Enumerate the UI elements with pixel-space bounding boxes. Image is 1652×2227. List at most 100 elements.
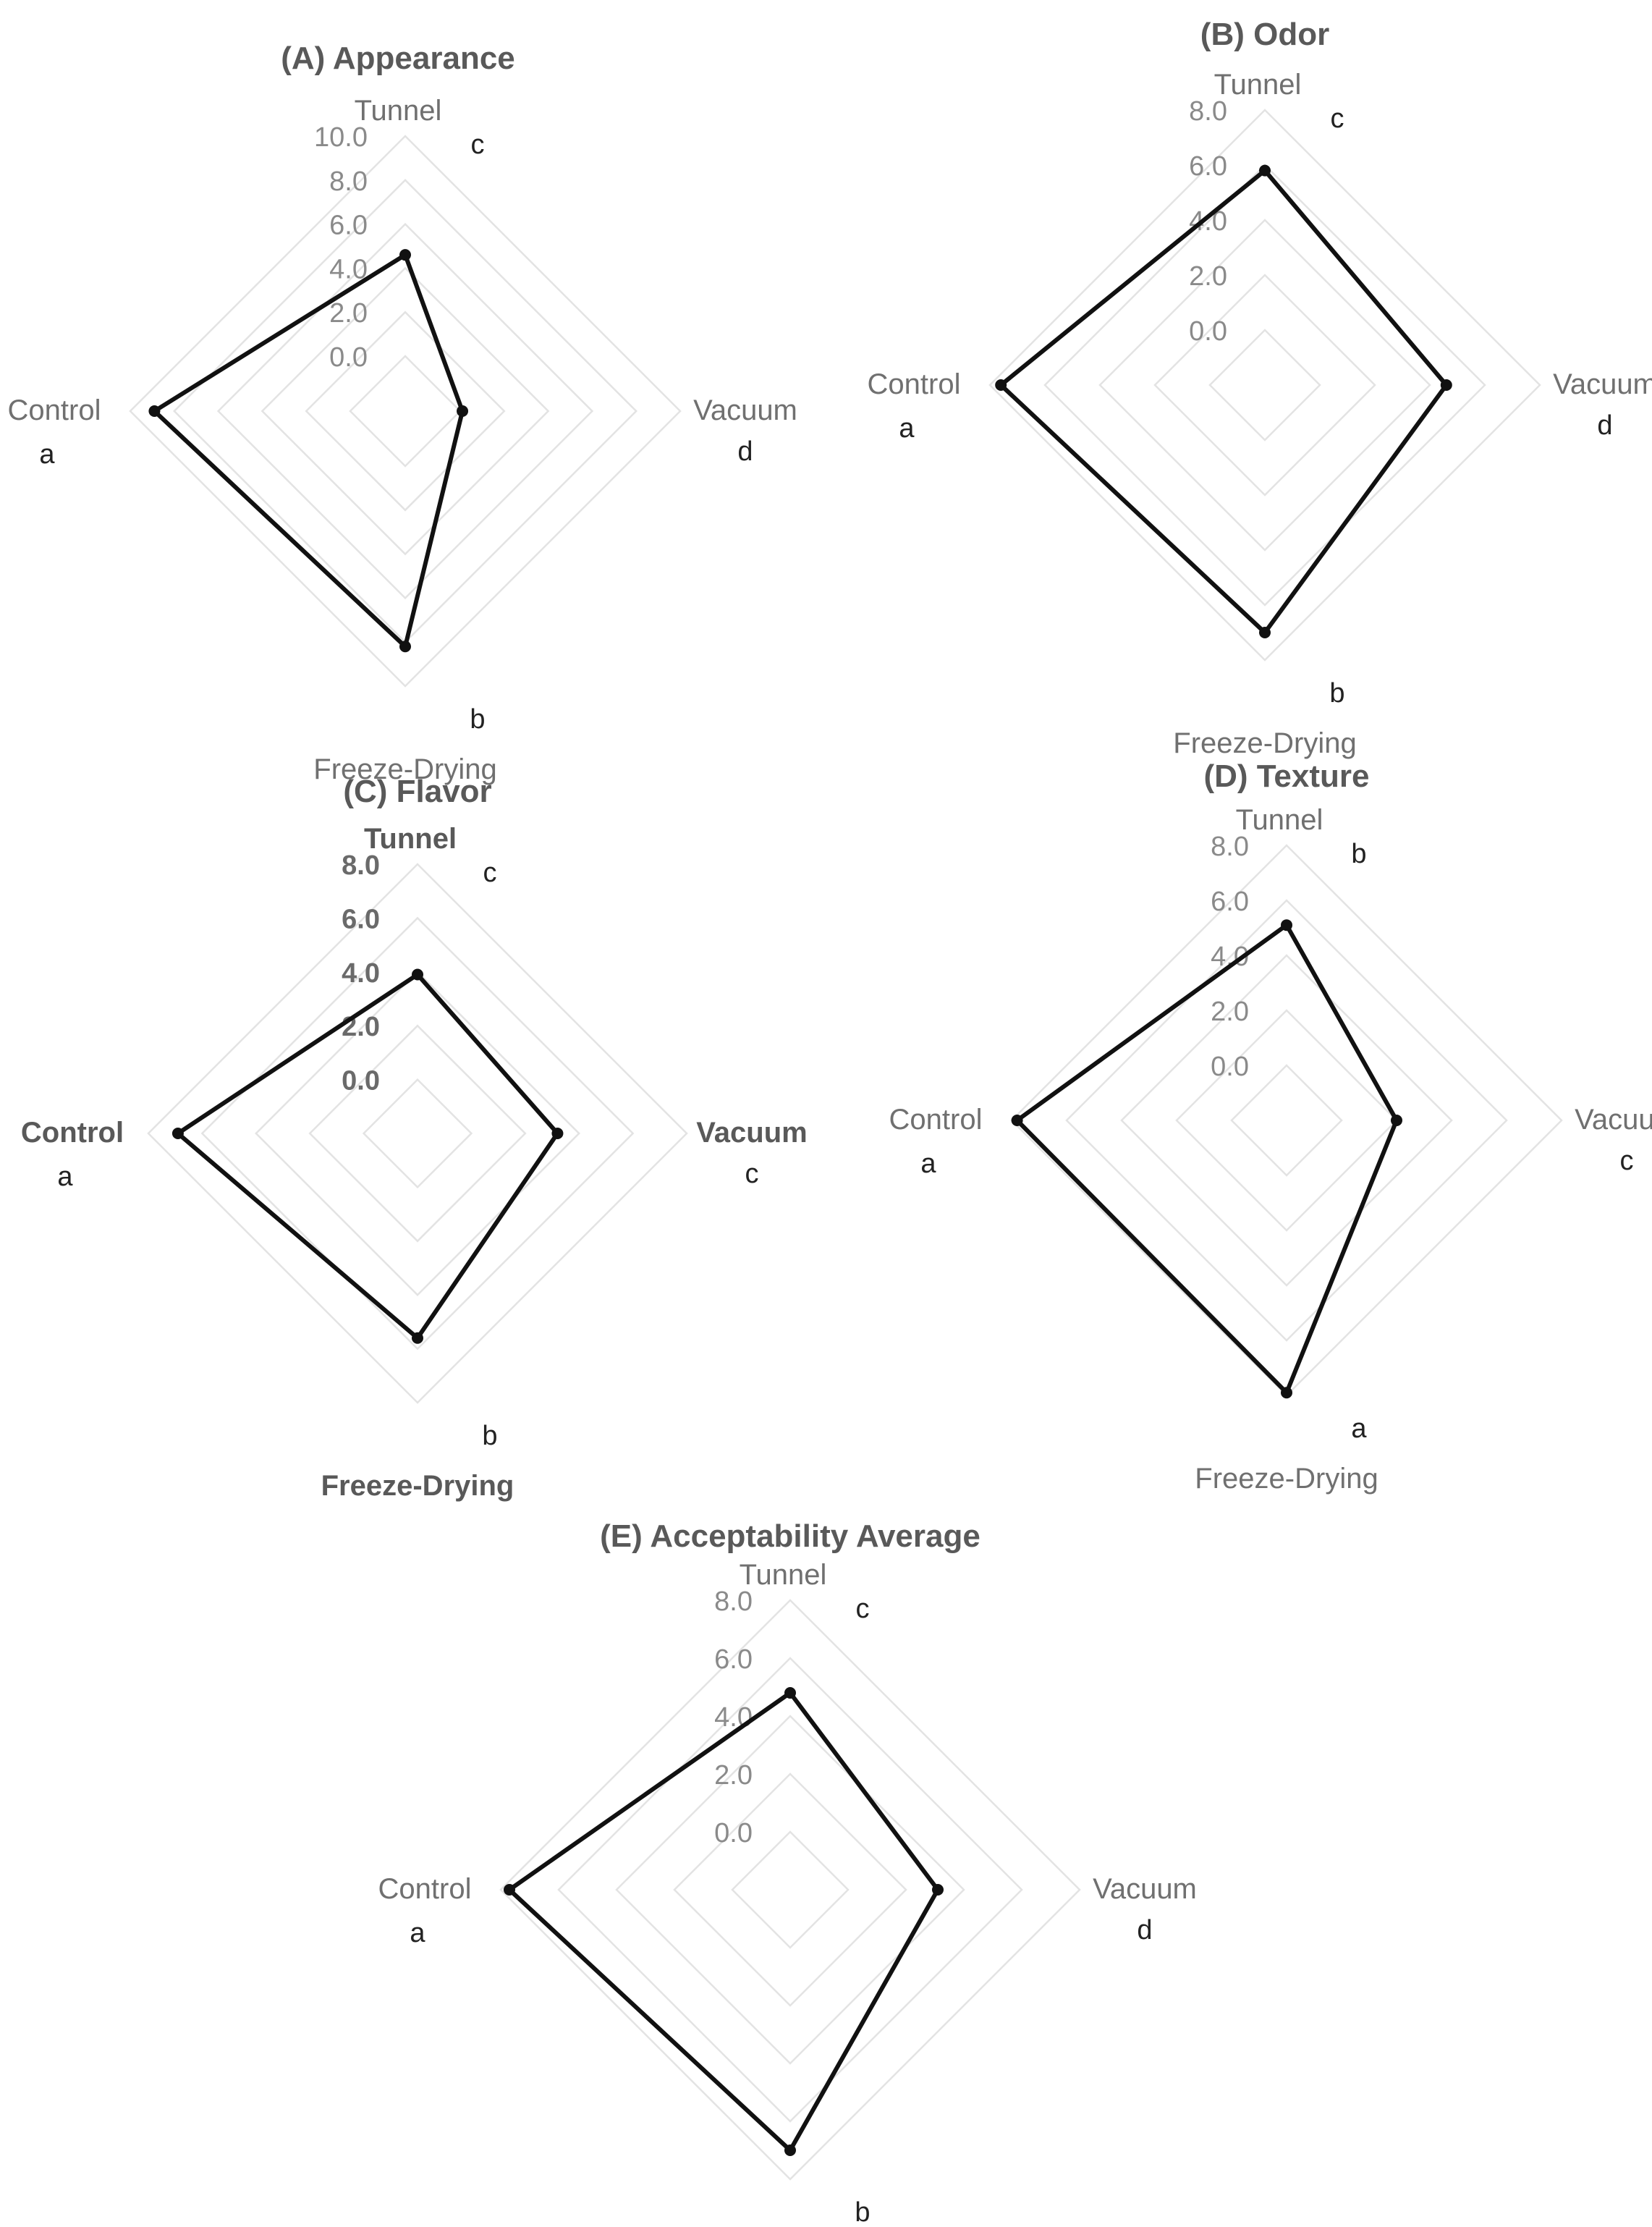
chart-title: (A) Appearance — [281, 41, 515, 76]
grid-ring — [499, 1599, 1081, 2181]
grid-ring — [673, 1772, 907, 2007]
axis-label-tunnel: Tunnel — [740, 1559, 827, 1591]
axis-label-freeze-drying: Freeze-Drying — [1173, 727, 1356, 759]
tick-label: 8.0 — [342, 850, 380, 881]
axis-label-control: Control — [8, 394, 101, 426]
axis-label-control: Control — [21, 1117, 124, 1149]
axis-label-vacuum: Vacuum — [1093, 1873, 1197, 1905]
sig-letter-control: a — [57, 1162, 73, 1192]
axis-label-tunnel: Tunnel — [355, 95, 442, 127]
data-point-vacuum — [551, 1128, 564, 1139]
data-point-vacuum — [1391, 1115, 1402, 1126]
data-point-control — [504, 1884, 515, 1896]
axis-label-vacuum: Vacuum — [1575, 1104, 1652, 1136]
tick-label: 6.0 — [714, 1644, 753, 1675]
sig-letter-control: a — [410, 1918, 425, 1948]
grid-ring — [1230, 1064, 1343, 1177]
sig-letter-tunnel: c — [856, 1594, 870, 1624]
axis-label-control: Control — [378, 1873, 472, 1905]
sig-letter-freeze-drying: b — [482, 1421, 497, 1451]
chart-title: (B) Odor — [1200, 17, 1329, 52]
grid-ring — [362, 1078, 473, 1189]
tick-label: 0.0 — [714, 1818, 753, 1848]
sig-letter-tunnel: c — [471, 130, 485, 160]
grid-ring — [615, 1715, 965, 2065]
data-point-freeze-drying — [1281, 1387, 1292, 1399]
sig-letter-freeze-drying: b — [470, 704, 485, 735]
grid-ring — [1153, 274, 1376, 496]
sig-letter-tunnel: c — [1331, 103, 1344, 134]
axis-label-vacuum: Vacuum — [696, 1117, 807, 1149]
sig-letter-freeze-drying: b — [855, 2197, 870, 2227]
data-point-tunnel — [784, 1687, 796, 1699]
tick-label: 2.0 — [342, 1012, 380, 1042]
tick-label: 8.0 — [714, 1586, 753, 1617]
tick-label: 6.0 — [1189, 151, 1227, 182]
tick-label: 8.0 — [329, 166, 368, 197]
axis-label-freeze-drying: Freeze-Drying — [313, 753, 496, 785]
chart-title: (C) Flavor — [343, 774, 491, 809]
sig-letter-tunnel: c — [483, 858, 497, 888]
axis-label-tunnel: Tunnel — [364, 823, 457, 855]
data-point-control — [995, 379, 1007, 391]
data-point-tunnel — [399, 249, 411, 261]
tick-label: 0.0 — [1211, 1052, 1249, 1082]
sig-letter-vacuum: d — [1137, 1915, 1152, 1945]
tick-label: 6.0 — [342, 904, 380, 934]
axis-label-vacuum: Vacuum — [693, 394, 797, 426]
tick-label: 6.0 — [329, 211, 368, 241]
grid-ring — [988, 109, 1541, 662]
sig-letter-vacuum: d — [737, 436, 753, 467]
tick-label: 2.0 — [714, 1760, 753, 1791]
tick-label: 4.0 — [1189, 206, 1227, 237]
data-point-control — [1011, 1115, 1023, 1126]
tick-label: 2.0 — [1189, 261, 1227, 292]
tick-label: 8.0 — [1189, 96, 1227, 127]
radar-chart-5: (E) Acceptability Average 0.0 2.0 4.0 6.0 8.0… — [378, 1518, 1197, 2227]
grid-ring — [255, 971, 580, 1296]
sig-letter-control: a — [899, 413, 915, 444]
grid-ring — [147, 863, 688, 1404]
tick-label: 6.0 — [1211, 887, 1249, 917]
radar-chart-1: (A) Appearance 0.0 2.0 4.0 6.0 8.0 10.0Tunnelc… — [8, 41, 797, 785]
tick-label: 4.0 — [714, 1702, 753, 1733]
grid-ring — [200, 916, 635, 1351]
data-point-freeze-drying — [399, 641, 411, 653]
grid-ring — [731, 1830, 850, 1949]
grid-ring — [557, 1657, 1023, 2123]
grid-ring — [349, 355, 462, 468]
data-point-freeze-drying — [412, 1332, 423, 1344]
data-point-freeze-drying — [784, 2144, 796, 2156]
chart-title: (D) Texture — [1204, 758, 1370, 794]
data-point-control — [171, 1128, 184, 1139]
axis-label-tunnel: Tunnel — [1214, 69, 1302, 101]
tick-label: 4.0 — [329, 254, 368, 284]
grid-ring — [1043, 164, 1486, 607]
sig-letter-tunnel: b — [1351, 839, 1366, 869]
sig-letter-freeze-drying: b — [1329, 678, 1344, 709]
grid-ring — [308, 1024, 527, 1243]
sig-letter-vacuum: c — [1620, 1146, 1634, 1176]
tick-label: 0.0 — [329, 342, 368, 373]
tick-label: 10.0 — [314, 122, 368, 153]
radar-chart-4: (D) Texture0.02.04.06.08.0TunnelbVacuumc… — [889, 758, 1652, 1495]
axis-label-tunnel: Tunnel — [1236, 804, 1323, 836]
data-series-line — [1015, 923, 1399, 1395]
grid-ring — [1065, 899, 1508, 1342]
tick-label: 2.0 — [1211, 997, 1249, 1027]
axis-label-vacuum: Vacuum — [1553, 368, 1652, 400]
data-point-tunnel — [412, 968, 423, 981]
tick-label: 4.0 — [342, 958, 380, 989]
data-point-vacuum — [932, 1884, 944, 1896]
tick-label: 0.0 — [342, 1066, 380, 1096]
tick-label: 0.0 — [1189, 316, 1227, 347]
sig-letter-vacuum: d — [1597, 410, 1612, 441]
axis-label-control: Control — [868, 368, 961, 400]
data-point-tunnel — [1281, 919, 1292, 931]
grid-ring — [216, 222, 594, 600]
tick-label: 8.0 — [1211, 832, 1249, 862]
tick-label: 2.0 — [329, 298, 368, 329]
data-point-control — [148, 405, 161, 417]
